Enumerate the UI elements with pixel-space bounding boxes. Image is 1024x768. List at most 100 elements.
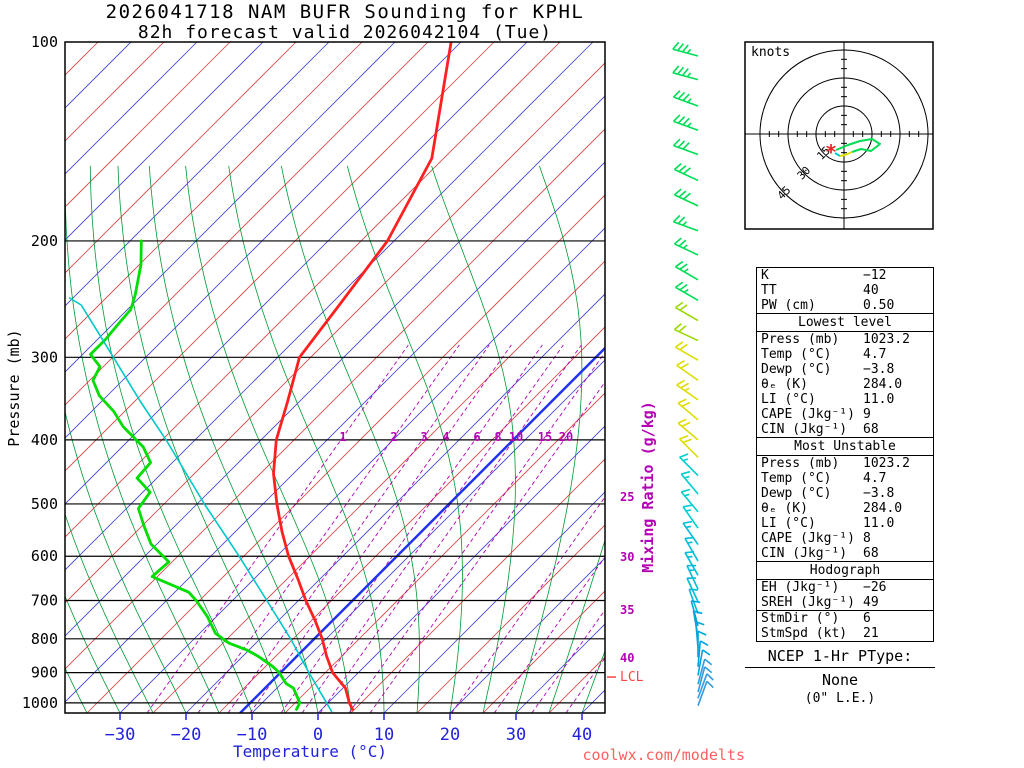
pressure-tick-label: 700 <box>31 591 58 609</box>
table-section-header: Lowest level <box>757 313 933 332</box>
table-row: θₑ (K) 284.0 <box>757 377 933 392</box>
hodograph-trace-green <box>835 138 881 153</box>
table-row: EH (Jkg⁻¹) −26 <box>757 580 933 595</box>
table-row: LI (°C) 11.0 <box>757 516 933 531</box>
table-section-header: Most Unstable <box>757 437 933 456</box>
table-row: TT 40 <box>757 283 933 298</box>
table-row-value: −26 <box>863 580 887 595</box>
ptype-value: None <box>821 671 859 689</box>
table-row-value: 21 <box>863 626 879 641</box>
table-row-value: 11.0 <box>863 516 895 531</box>
ptype-heading: NCEP 1-Hr PType: <box>767 647 913 665</box>
moist-adiabat-lines <box>65 165 605 713</box>
pressure-tick-label: 1000 <box>22 694 58 712</box>
temperature-axis-label: Temperature (°C) <box>232 742 388 761</box>
highlighted-isotherm <box>239 346 605 713</box>
wind-barb-column <box>672 41 714 706</box>
table-row-label: StmDir (°) <box>761 611 840 626</box>
table-row-value: 11.0 <box>863 392 895 407</box>
svg-text:4: 4 <box>442 430 449 444</box>
chart-title: 2026041718 NAM BUFR Sounding for KPHL <box>105 1 585 23</box>
table-row-value: 1023.2 <box>863 456 910 471</box>
table-row-value: −3.8 <box>863 362 895 377</box>
table-row-value: −12 <box>863 268 887 283</box>
table-row-label: CAPE (Jkg⁻¹) <box>761 407 855 422</box>
table-row-value: 68 <box>863 546 879 561</box>
table-row: θₑ (K) 284.0 <box>757 501 933 516</box>
hodograph-units-label: knots <box>751 45 791 60</box>
table-row-value: 1023.2 <box>863 332 910 347</box>
svg-text:30: 30 <box>620 550 634 564</box>
svg-text:1: 1 <box>339 430 346 444</box>
lcl-label: LCL <box>620 670 644 685</box>
table-row-value: 40 <box>863 283 879 298</box>
table-row: CIN (Jkg⁻¹) 68 <box>757 422 933 437</box>
table-row: K −12 <box>757 268 933 283</box>
table-row-label: CIN (Jkg⁻¹) <box>761 422 848 437</box>
pressure-tick-label: 100 <box>31 33 58 51</box>
temperature-tick-label: 0 <box>313 725 323 745</box>
table-row-value: 9 <box>863 407 871 422</box>
table-row-value: 4.7 <box>863 471 887 486</box>
table-separator <box>757 610 933 611</box>
table-row-value: 49 <box>863 595 879 610</box>
temperature-tick-label: 20 <box>440 725 460 745</box>
table-row-label: Dewp (°C) <box>761 362 832 377</box>
table-row-value: 8 <box>863 531 871 546</box>
temperature-tick-label: 10 <box>374 725 394 745</box>
table-row: StmDir (°) 6 <box>757 611 933 626</box>
table-row: LI (°C) 11.0 <box>757 392 933 407</box>
table-row: Dewp (°C) −3.8 <box>757 486 933 501</box>
pressure-tick-label: 500 <box>31 495 58 513</box>
svg-text:10: 10 <box>509 430 523 444</box>
wet-bulb-curve <box>68 297 333 713</box>
pressure-tick-label: 400 <box>31 431 58 449</box>
table-row-value: 4.7 <box>863 347 887 362</box>
svg-text:8: 8 <box>494 430 501 444</box>
table-row-value: 284.0 <box>863 377 903 392</box>
table-row: CAPE (Jkg⁻¹) 8 <box>757 531 933 546</box>
table-row-label: K <box>761 268 769 283</box>
table-row-label: SREH (Jkg⁻¹) <box>761 595 855 610</box>
table-row: SREH (Jkg⁻¹) 49 <box>757 595 933 610</box>
table-row-label: PW (cm) <box>761 298 816 313</box>
temperature-tick-label: 40 <box>572 725 592 745</box>
hodograph-trace-yellow <box>839 151 853 157</box>
table-section-header: Hodograph <box>757 561 933 580</box>
table-row-value: 284.0 <box>863 501 903 516</box>
temperature-tick-label: −10 <box>237 725 268 745</box>
svg-text:6: 6 <box>473 430 480 444</box>
table-row: Temp (°C) 4.7 <box>757 471 933 486</box>
table-row: StmSpd (kt) 21 <box>757 626 933 641</box>
dewpoint-curve <box>89 239 302 711</box>
plot-border <box>64 41 606 714</box>
pressure-tick-label: 800 <box>31 630 58 648</box>
table-row-label: LI (°C) <box>761 516 816 531</box>
table-row-label: CIN (Jkg⁻¹) <box>761 546 848 561</box>
table-row: Dewp (°C) −3.8 <box>757 362 933 377</box>
table-row: CAPE (Jkg⁻¹) 9 <box>757 407 933 422</box>
chart-subtitle: 82h forecast valid 2026042104 (Tue) <box>137 22 553 43</box>
ptype-note: (0" L.E.) <box>804 691 876 706</box>
watermark-text: coolwx.com/modelts <box>582 746 745 764</box>
table-row-value: 0.50 <box>863 298 895 313</box>
hodograph-trace-cyan <box>834 152 841 157</box>
storm-motion-marker: * <box>825 140 837 164</box>
table-row-label: θₑ (K) <box>761 377 808 392</box>
temperature-tick-label: −30 <box>105 725 136 745</box>
table-row-label: Dewp (°C) <box>761 486 832 501</box>
temperature-tick-label: −20 <box>171 725 202 745</box>
table-row-value: 68 <box>863 422 879 437</box>
table-row-label: Temp (°C) <box>761 471 832 486</box>
svg-text:2: 2 <box>390 430 397 444</box>
table-row: CIN (Jkg⁻¹) 68 <box>757 546 933 561</box>
pressure-gridlines <box>65 240 605 704</box>
ptype-divider <box>745 667 935 668</box>
table-row-label: θₑ (K) <box>761 501 808 516</box>
indices-table: K −12 TT 40 PW (cm) 0.50 Lowest level Press (mb… <box>756 267 934 642</box>
pressure-tick-label: 300 <box>31 348 58 366</box>
table-row-value: −3.8 <box>863 486 895 501</box>
table-row-label: StmSpd (kt) <box>761 626 848 641</box>
